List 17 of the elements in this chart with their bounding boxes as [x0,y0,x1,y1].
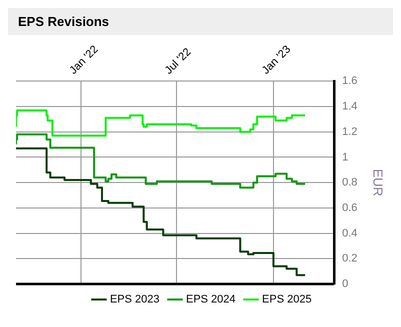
chart-title: EPS Revisions [8,8,393,35]
y-tick-label: 0 [342,278,348,290]
y-axis-title: EUR [370,168,386,196]
y-tick-label: 1.6 [342,75,358,88]
y-tick-label: 0.8 [342,176,358,189]
legend-label: EPS 2023 [110,294,160,306]
x-tick-label: Jan '22 [67,43,101,77]
y-tick-label: 1.2 [342,126,358,138]
x-tick-label: Jul '22 [162,46,194,77]
legend-label: EPS 2024 [186,294,236,306]
y-tick-label: 1 [342,151,348,164]
y-tick-label: 1.4 [342,100,358,113]
x-tick-label: Jan '23 [260,43,294,77]
legend-label: EPS 2025 [262,294,312,306]
y-tick-label: 0.4 [342,227,358,240]
y-tick-label: 0.2 [342,252,358,265]
y-tick-label: 0.6 [342,202,358,214]
